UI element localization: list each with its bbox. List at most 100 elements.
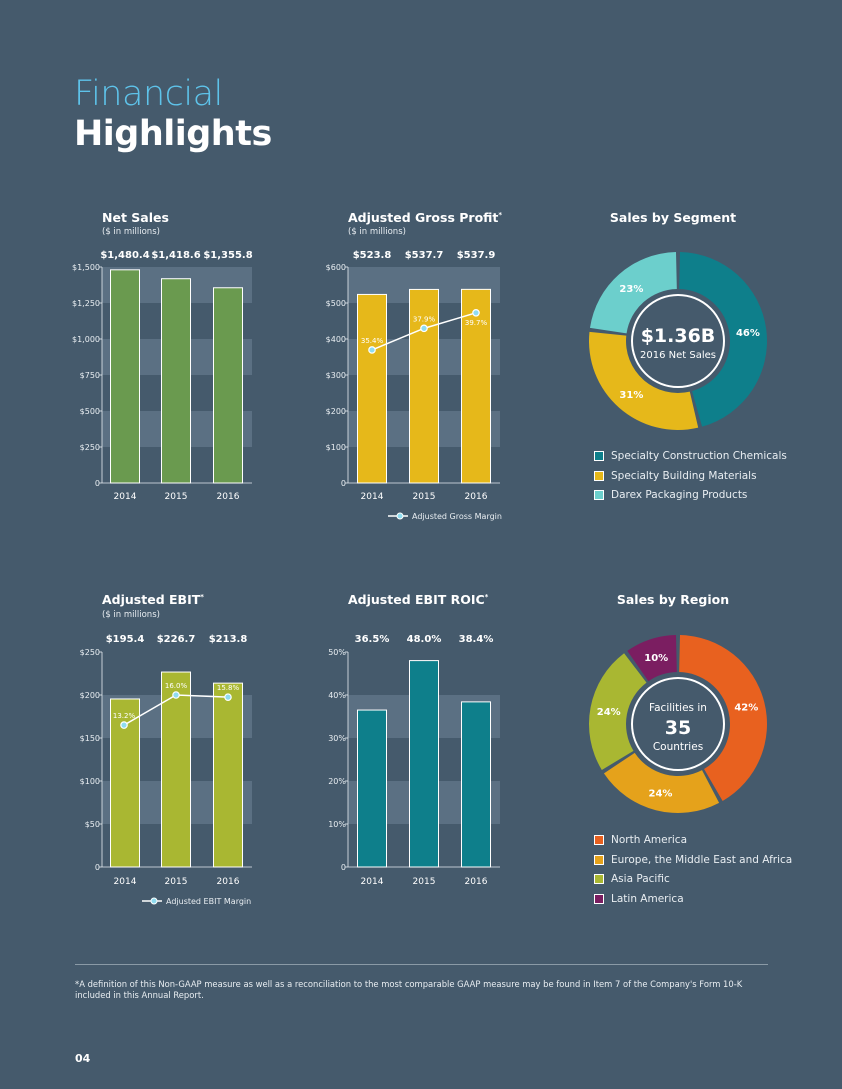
bar-2014	[357, 293, 387, 484]
page-title-line1: Financial	[74, 74, 223, 114]
category-label: 2016	[217, 492, 240, 502]
margin-label: 13.2%	[113, 712, 136, 720]
value-label: $195.4	[106, 634, 145, 645]
legend-item: Specialty Construction Chemicals	[594, 450, 787, 462]
margin-label: 39.7%	[465, 319, 488, 327]
y-tick-label: $100	[80, 777, 100, 786]
y-tick-label: 10%	[328, 820, 346, 829]
legend-label: Latin America	[611, 892, 684, 905]
chart-title: Adjusted EBIT*	[102, 592, 204, 607]
value-label: $226.7	[157, 634, 196, 645]
margin-point	[172, 691, 180, 699]
y-tick-label: 0	[341, 479, 346, 488]
legend-item: North America	[594, 834, 687, 846]
bar-2014	[357, 709, 387, 868]
donut-chart-sales_by_region: 42% 24% 24% 10% Facilities in 35 Countries	[589, 635, 767, 813]
bar-2015	[409, 288, 439, 484]
bar-2016	[461, 701, 491, 868]
slice-3	[589, 653, 647, 770]
center-label: Countries	[653, 741, 703, 753]
legend-swatch	[594, 451, 604, 461]
margin-label: 15.8%	[217, 684, 240, 692]
legend-label: Specialty Construction Chemicals	[611, 450, 787, 462]
category-label: 2014	[361, 492, 384, 502]
category-label: 2016	[217, 877, 240, 887]
category-label: 2016	[465, 492, 488, 502]
bar-2016	[213, 682, 243, 868]
value-label: $523.8	[353, 250, 392, 261]
y-tick-label: $1,000	[72, 335, 100, 344]
legend-label: Specialty Building Materials	[611, 469, 757, 482]
center-label: 2016 Net Sales	[640, 350, 716, 361]
y-tick-label: 30%	[328, 734, 346, 743]
legend-marker	[150, 897, 158, 905]
center-value: 35	[665, 717, 691, 739]
title-asterisk: *	[200, 593, 204, 601]
slice-label: 31%	[619, 390, 643, 401]
category-label: 2015	[413, 492, 436, 502]
slice-label: 23%	[619, 284, 643, 295]
chart-title: Net Sales	[102, 210, 169, 225]
margin-point	[368, 346, 376, 354]
value-label: $213.8	[209, 634, 248, 645]
slice-4	[627, 635, 677, 682]
chart-title: Adjusted Gross Profit*	[348, 210, 502, 225]
y-tick-label: $750	[80, 371, 100, 380]
value-label: $1,480.4	[100, 250, 149, 261]
center-top-text: Facilities in	[649, 702, 707, 714]
legend-swatch	[594, 835, 604, 845]
y-tick-label: $200	[80, 691, 100, 700]
y-tick-label: 40%	[328, 691, 346, 700]
category-label: 2015	[165, 877, 188, 887]
value-label: $1,418.6	[151, 250, 200, 261]
margin-point	[420, 324, 428, 333]
value-label: 36.5%	[355, 634, 390, 645]
margin-label: 37.9%	[413, 315, 436, 323]
category-label: 2016	[465, 877, 488, 887]
bar-chart-adjusted_ebit_roic: 0 10% 20% 30% 40% 50% 36.5% 2014 48.0% 2015 38.4% 2…	[328, 634, 500, 887]
bar-2015	[409, 660, 439, 868]
category-label: 2014	[361, 877, 384, 887]
legend-label: Darex Packaging Products	[611, 489, 748, 501]
y-tick-label: 0	[95, 863, 100, 872]
legend-label: Europe, the Middle East and Africa	[611, 853, 793, 866]
bar-2015	[161, 278, 191, 484]
legend-marker	[396, 512, 404, 520]
value-label: $537.9	[457, 250, 496, 261]
legend-item: Latin America	[594, 893, 684, 905]
bar-chart-adjusted_ebit: 0 $50 $100 $150 $200 $250 $195.4 2014 $226.7 2015…	[80, 634, 252, 906]
bar-chart-net_sales: 0 $250 $500 $750 $1,000 $1,250 $1,500$1,480.4 2…	[72, 250, 253, 502]
margin-point	[472, 308, 480, 317]
value-label: $1,355.8	[203, 250, 252, 261]
chart-subtitle: ($ in millions)	[102, 227, 160, 237]
title-asterisk: *	[485, 593, 489, 601]
y-tick-label: 0	[95, 479, 100, 488]
legend-item: Asia Pacific	[594, 873, 670, 885]
page-title-line2: Highlights	[74, 114, 272, 154]
y-tick-label: $200	[326, 407, 346, 416]
chart-subtitle: ($ in millions)	[348, 227, 406, 237]
slice-1	[679, 635, 767, 802]
legend-swatch	[594, 490, 604, 500]
legend-label: Adjusted Gross Margin	[412, 512, 502, 521]
slice-2	[589, 331, 699, 431]
margin-point	[224, 693, 232, 701]
footer-divider	[75, 964, 768, 965]
slice-label: 46%	[736, 328, 760, 339]
y-tick-label: $300	[326, 371, 346, 380]
y-tick-label: $500	[80, 407, 100, 416]
legend-label: Adjusted EBIT Margin	[166, 897, 251, 906]
chart-subtitle: ($ in millions)	[102, 610, 160, 620]
legend-swatch	[594, 874, 604, 884]
legend-item: Specialty Building Materials	[594, 470, 757, 482]
bar-2014	[110, 269, 140, 484]
page-number: 04	[75, 1052, 91, 1065]
bar-2016	[461, 288, 491, 484]
value-label: 38.4%	[459, 634, 494, 645]
value-label: $537.7	[405, 250, 444, 261]
margin-label: 16.0%	[165, 682, 188, 690]
y-tick-label: $150	[80, 734, 100, 743]
y-tick-label: $1,500	[72, 263, 100, 272]
category-label: 2014	[114, 492, 137, 502]
y-tick-label: 50%	[328, 648, 346, 657]
